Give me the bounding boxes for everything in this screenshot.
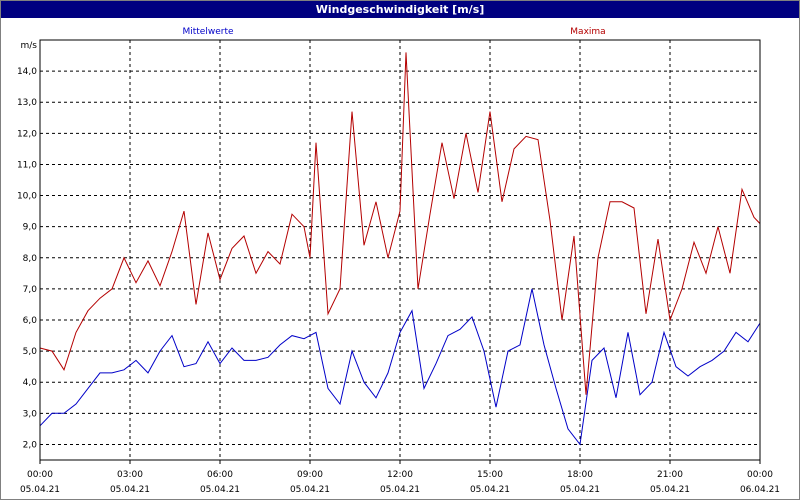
y-tick-label: 7,0: [23, 285, 38, 295]
x-tick-time-label: 09:00: [297, 470, 323, 480]
y-tick-label: 11,0: [17, 160, 37, 170]
x-tick-time-label: 06:00: [207, 470, 233, 480]
mean-series-line: [39, 288, 761, 446]
y-tick-label: 12,0: [17, 129, 37, 139]
legend-max-label: Maxima: [570, 27, 605, 37]
y-tick-label: 13,0: [17, 98, 37, 108]
y-tick-label: 2,0: [23, 440, 38, 450]
y-axis-unit-label: m/s: [21, 41, 38, 51]
x-tick-date-label: 06.04.21: [740, 485, 780, 495]
series-lines: [39, 52, 761, 446]
y-tick-label: 3,0: [23, 409, 38, 419]
y-tick-label: 6,0: [23, 316, 38, 326]
x-tick-date-label: 05.04.21: [110, 485, 150, 495]
y-tick-label: 9,0: [23, 223, 38, 233]
x-tick-date-label: 05.04.21: [200, 485, 240, 495]
x-tick-time-label: 21:00: [657, 470, 683, 480]
x-tick-time-label: 15:00: [477, 470, 503, 480]
axis-ticks: 2,0 3,0 4,0 5,0 6,0 7,0 8,0 9,0 10,0 11,0 12,0 13,0…: [17, 67, 780, 495]
x-tick-date-label: 05.04.21: [380, 485, 420, 495]
x-tick-time-label: 00:00: [27, 470, 53, 480]
y-tick-label: 4,0: [23, 378, 38, 388]
x-tick-date-label: 05.04.21: [470, 485, 510, 495]
max-series-line: [39, 52, 761, 395]
grid: [40, 40, 760, 460]
y-tick-label: 5,0: [23, 347, 38, 357]
y-tick-label: 14,0: [17, 67, 37, 77]
x-tick-time-label: 03:00: [117, 470, 143, 480]
window-title: Windgeschwindigkeit [m/s]: [1, 1, 799, 18]
y-tick-label: 8,0: [23, 254, 38, 264]
x-tick-date-label: 05.04.21: [650, 485, 690, 495]
x-tick-time-label: 18:00: [567, 470, 593, 480]
x-tick-date-label: 05.04.21: [290, 485, 330, 495]
x-tick-date-label: 05.04.21: [20, 485, 60, 495]
y-tick-label: 10,0: [17, 192, 37, 202]
x-tick-date-label: 05.04.21: [560, 485, 600, 495]
plot-area-border: [39, 39, 761, 461]
x-tick-time-label: 00:00: [747, 470, 773, 480]
x-tick-time-label: 12:00: [387, 470, 413, 480]
legend-mean-label: Mittelwerte: [182, 27, 233, 37]
